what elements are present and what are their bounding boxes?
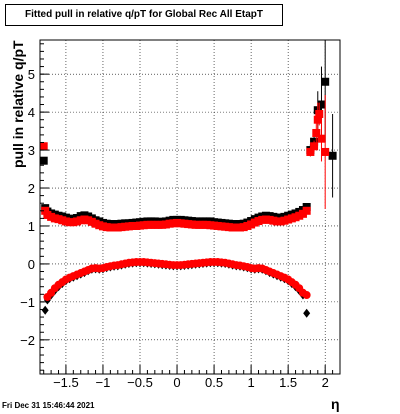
chart-title: Fitted pull in relative q/pT for Global … xyxy=(5,4,283,26)
data-point xyxy=(315,110,324,119)
y-tick-label: 1 xyxy=(28,219,35,234)
data-point xyxy=(39,156,48,165)
data-point xyxy=(41,206,50,215)
series-3 xyxy=(43,258,311,301)
series-1 xyxy=(39,95,330,232)
y-tick-label: −2 xyxy=(20,333,35,348)
grid-lines xyxy=(40,40,340,374)
data-point xyxy=(317,100,326,109)
y-tick-label: −1 xyxy=(20,295,35,310)
data-point xyxy=(39,142,48,151)
y-tick-label: 0 xyxy=(28,257,35,272)
timestamp: Fri Dec 31 15:46:44 2021 xyxy=(2,401,95,410)
y-tick-label: 2 xyxy=(28,181,35,196)
y-tick-label: 5 xyxy=(28,67,35,82)
data-point xyxy=(310,142,319,151)
data-series xyxy=(39,40,337,318)
x-tick-label: 0 xyxy=(173,375,180,390)
x-tick-label: −0.5 xyxy=(127,375,153,390)
data-point xyxy=(317,134,326,143)
x-tick-label: −1.5 xyxy=(53,375,79,390)
data-point xyxy=(303,308,311,318)
axes: −1.5 −1 −0.5 0 0.5 1 1.5 2 −2 −1 0 1 2 3 4 5 xyxy=(20,43,341,390)
x-tick-label: −1 xyxy=(96,375,111,390)
x-axis-label: η xyxy=(331,396,340,412)
data-point xyxy=(328,151,337,160)
plot-frame xyxy=(39,39,341,375)
data-point xyxy=(321,147,330,156)
x-tick-label: 2 xyxy=(322,375,329,390)
y-tick-label: 3 xyxy=(28,143,35,158)
x-tick-label: 1 xyxy=(247,375,254,390)
data-point xyxy=(306,147,315,156)
data-point xyxy=(41,305,49,315)
data-point xyxy=(321,77,330,86)
y-tick-label: 4 xyxy=(28,105,35,120)
series-0 xyxy=(39,40,337,229)
data-point xyxy=(312,128,321,137)
x-tick-label: 1.5 xyxy=(279,375,297,390)
data-point xyxy=(302,291,311,300)
x-tick-label: 0.5 xyxy=(205,375,223,390)
data-point xyxy=(302,206,311,215)
y-axis-label: pull in relative q/pT xyxy=(10,40,26,168)
data-point xyxy=(313,115,322,124)
